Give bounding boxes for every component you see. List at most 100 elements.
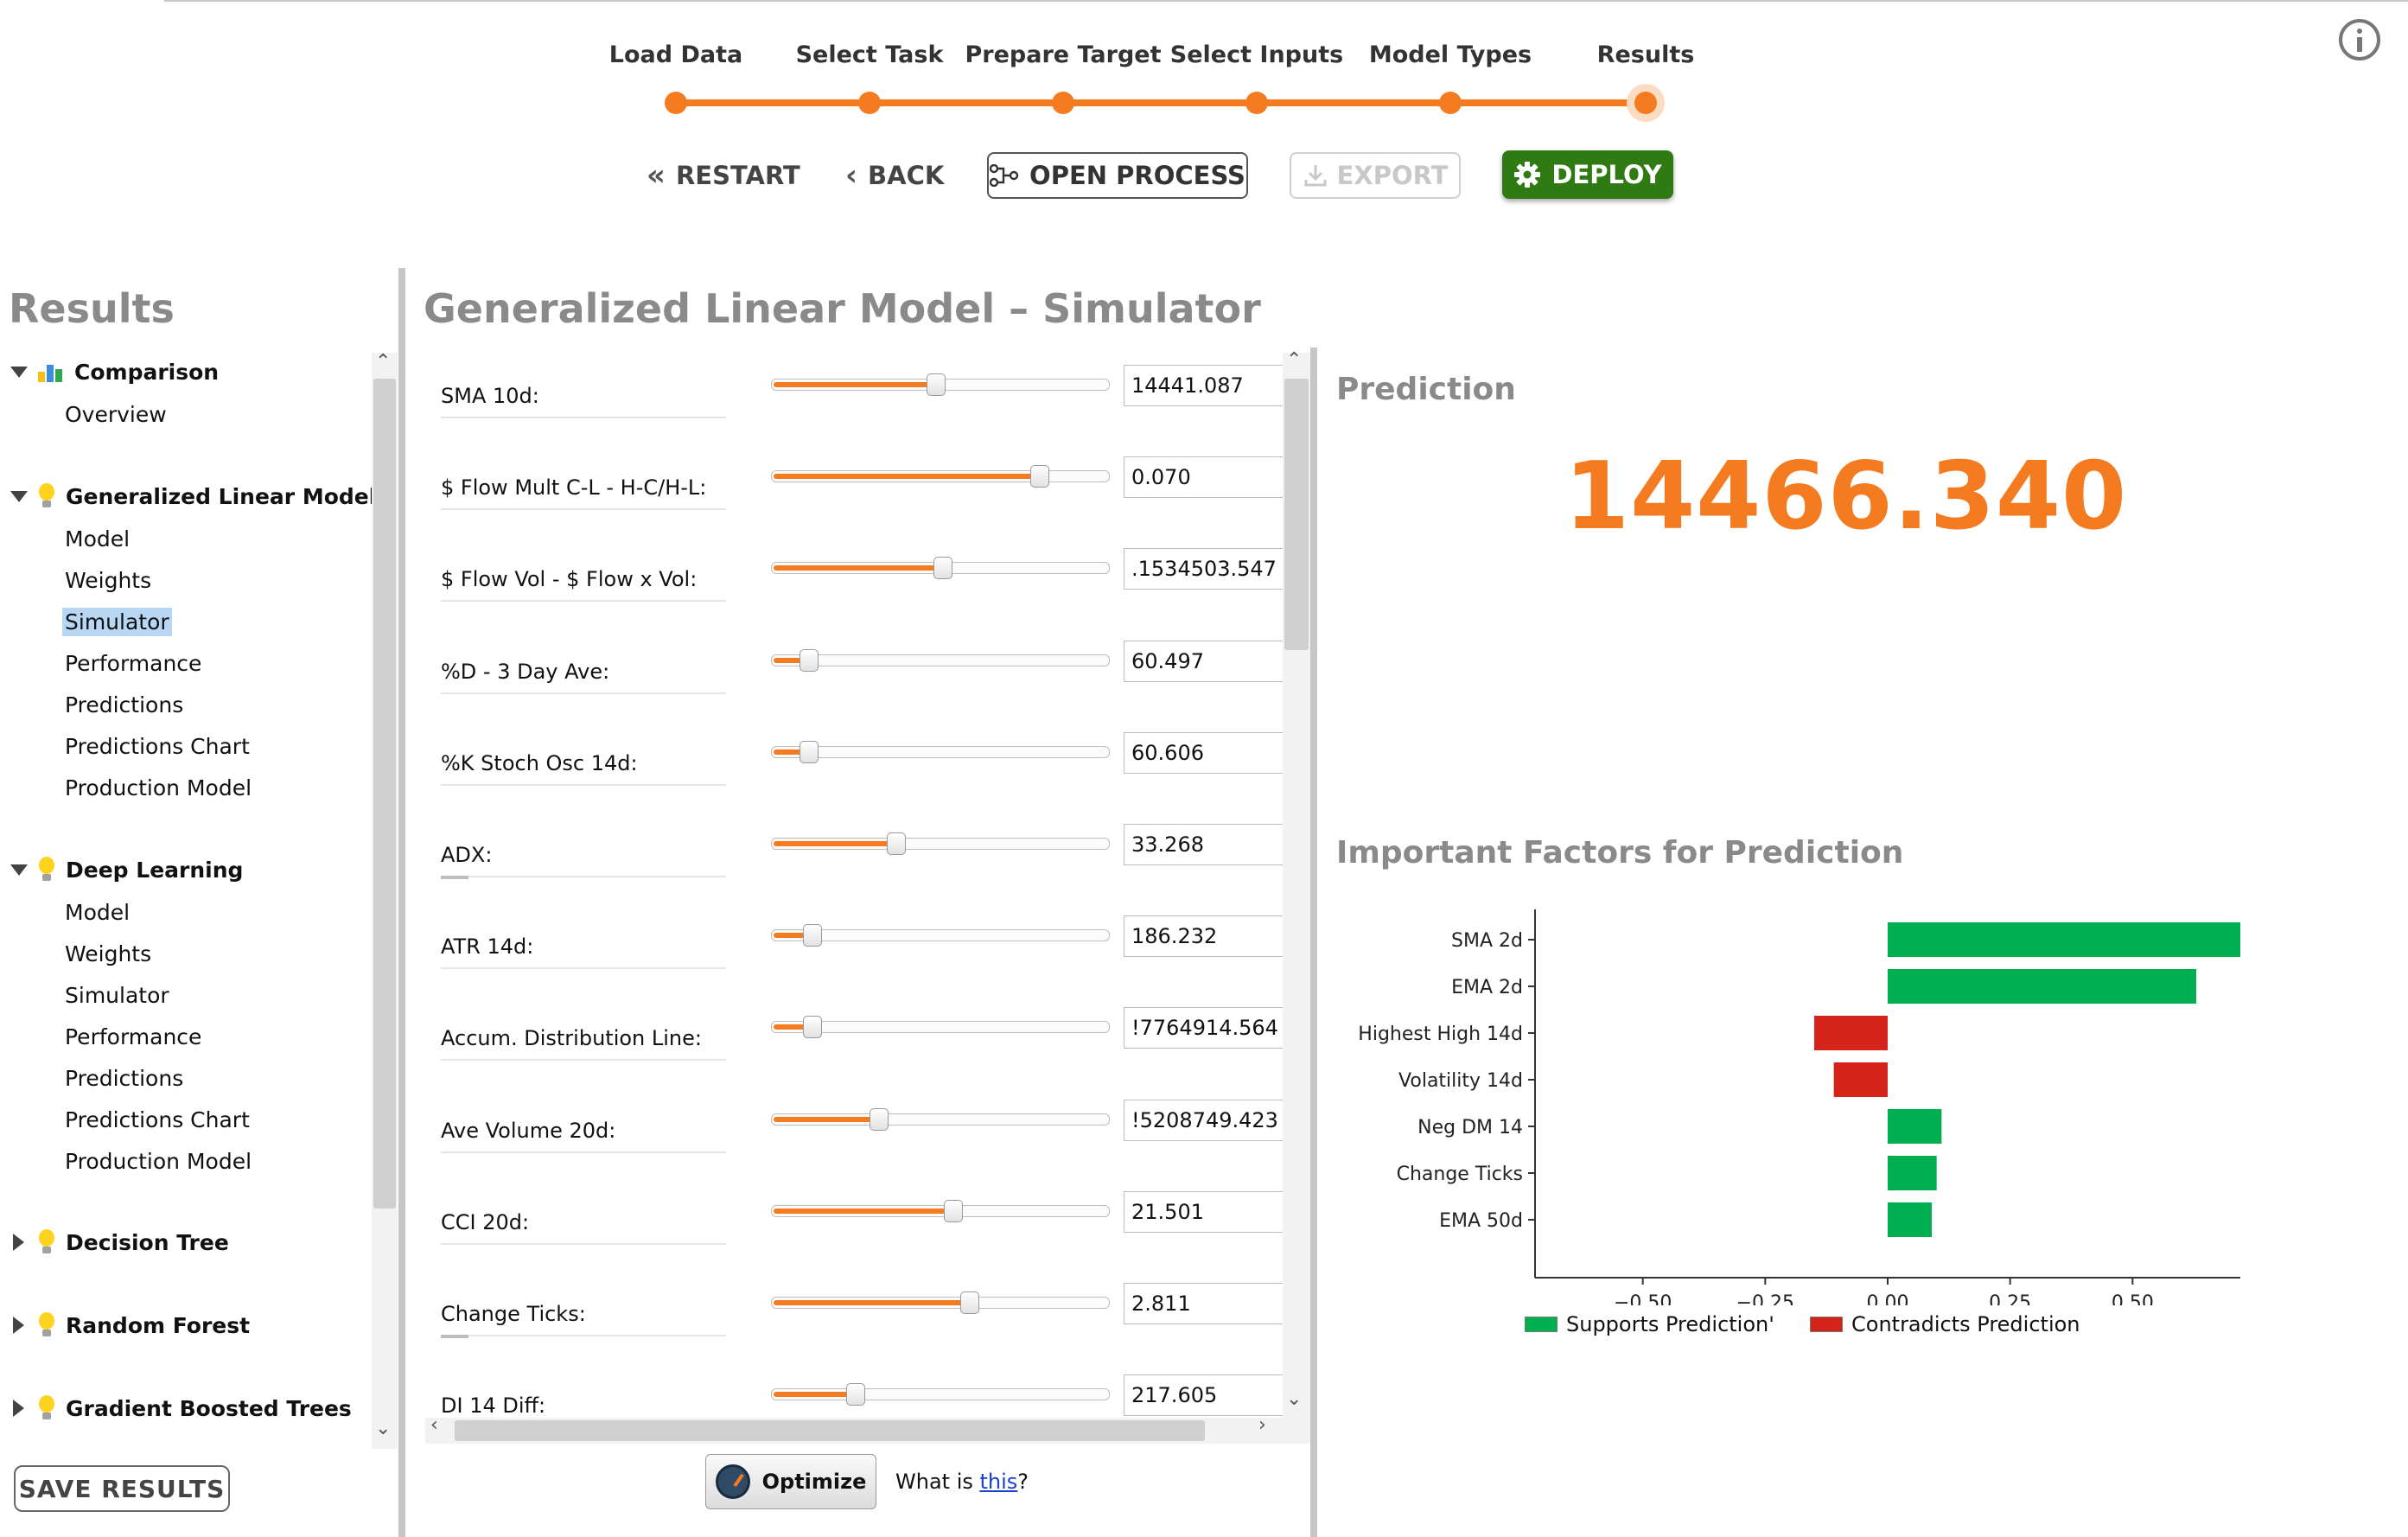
info-icon[interactable] — [2339, 19, 2380, 61]
step-prepare-target-label[interactable]: Prepare Target — [965, 41, 1162, 68]
simulator-hscrollbar-thumb[interactable] — [455, 1420, 1205, 1441]
attribute-slider-accum-distribution-line[interactable] — [771, 1016, 1110, 1038]
step-prepare-target-dot[interactable] — [1052, 92, 1074, 114]
sidebar-scrollbar-thumb[interactable] — [373, 379, 396, 1209]
attribute-slider-atr-14d[interactable] — [771, 924, 1110, 947]
step-select-task-dot[interactable] — [858, 92, 881, 114]
sidebar-divider[interactable] — [398, 268, 405, 1537]
step-load-data-label[interactable]: Load Data — [608, 41, 743, 68]
step-model-types-dot[interactable] — [1439, 92, 1462, 114]
expand-arrow-icon[interactable] — [10, 864, 28, 876]
scroll-right-icon[interactable]: › — [1258, 1414, 1266, 1436]
tree-item-dl-predictions-chart[interactable]: Predictions Chart — [65, 1107, 250, 1132]
step-model-types-label[interactable]: Model Types — [1368, 41, 1532, 68]
attribute-value-field-adx[interactable]: 33.268 — [1124, 824, 1284, 865]
slider-thumb[interactable] — [870, 1108, 889, 1131]
attribute-slider-change-ticks[interactable] — [771, 1291, 1110, 1314]
attribute-slider-flow-mult-c-l-h-c-h-l[interactable] — [771, 465, 1110, 488]
restart-button[interactable]: « RESTART — [647, 152, 800, 199]
back-button[interactable]: ‹ BACK — [845, 152, 944, 199]
step-select-inputs-label[interactable]: Select Inputs — [1169, 41, 1344, 68]
attribute-underline — [441, 1059, 726, 1061]
attribute-slider-flow-vol-flow-x-vol[interactable] — [771, 557, 1110, 579]
optimize-button[interactable]: Optimize — [705, 1454, 876, 1509]
slider-thumb[interactable] — [960, 1291, 979, 1314]
tree-item-glm-predictions[interactable]: Predictions — [65, 692, 184, 717]
attribute-slider-k-stoch-osc-14d[interactable] — [771, 741, 1110, 763]
attribute-slider-cci-20d[interactable] — [771, 1200, 1110, 1222]
tree-group-comparison[interactable]: Comparison — [10, 360, 219, 385]
expand-arrow-icon[interactable] — [10, 367, 28, 378]
step-select-inputs-dot[interactable] — [1245, 92, 1268, 114]
tree-item-overview[interactable]: Overview — [65, 402, 167, 427]
attribute-value-field-flow-vol-flow-x-vol[interactable]: .1534503.547 — [1124, 548, 1284, 590]
slider-thumb[interactable] — [846, 1383, 865, 1406]
collapse-arrow-icon[interactable] — [13, 1317, 24, 1334]
scroll-down-icon[interactable]: ⌄ — [375, 1418, 392, 1439]
step-results-dot[interactable] — [1627, 84, 1665, 122]
slider-thumb[interactable] — [887, 832, 906, 855]
attribute-value-field-sma-10d[interactable]: 14441.087 — [1124, 365, 1284, 406]
attribute-value-field-flow-mult-c-l-h-c-h-l[interactable]: 0.070 — [1124, 456, 1284, 498]
save-results-button[interactable]: SAVE RESULTS — [14, 1465, 230, 1512]
scroll-left-icon[interactable]: ‹ — [430, 1414, 438, 1436]
tree-item-glm-production-model[interactable]: Production Model — [65, 775, 252, 800]
tree-group-random-forest[interactable]: Random Forest — [10, 1312, 250, 1338]
tree-group-gradient-boosted-trees[interactable]: Gradient Boosted Trees — [10, 1395, 352, 1421]
attribute-slider-d-3-day-ave[interactable] — [771, 649, 1110, 672]
attribute-slider-ave-volume-20d[interactable] — [771, 1108, 1110, 1131]
step-results-label[interactable]: Results — [1596, 41, 1695, 68]
tree-item-glm-weights[interactable]: Weights — [65, 568, 152, 593]
export-button[interactable]: EXPORT — [1290, 152, 1461, 199]
scroll-up-icon[interactable]: ⌃ — [1286, 349, 1303, 371]
scroll-up-icon[interactable]: ⌃ — [375, 351, 392, 373]
attribute-label-adx: ADX: — [441, 843, 493, 867]
attribute-slider-adx[interactable] — [771, 832, 1110, 855]
slider-thumb[interactable] — [1030, 465, 1049, 488]
tree-item-glm-performance[interactable]: Performance — [65, 651, 202, 676]
slider-thumb[interactable] — [803, 924, 822, 947]
step-select-task-label[interactable]: Select Task — [795, 41, 944, 68]
attribute-slider-di-14-diff[interactable] — [771, 1383, 1110, 1406]
tree-item-dl-performance[interactable]: Performance — [65, 1024, 202, 1049]
factors-chart: SMA 2d EMA 2d Highest High 14d Volatility 1… — [1358, 909, 2240, 1305]
tree-item-dl-weights[interactable]: Weights — [65, 941, 152, 966]
attribute-value-field-change-ticks[interactable]: 2.811 — [1124, 1283, 1284, 1324]
attribute-value-field-atr-14d[interactable]: 186.232 — [1124, 915, 1284, 957]
tree-group-glm[interactable]: Generalized Linear Model — [10, 483, 376, 509]
slider-thumb[interactable] — [944, 1200, 963, 1222]
tree-group-deep-learning[interactable]: Deep Learning — [10, 857, 243, 883]
slider-thumb[interactable] — [927, 373, 946, 396]
collapse-arrow-icon[interactable] — [13, 1234, 24, 1251]
attribute-value-field-k-stoch-osc-14d[interactable]: 60.606 — [1124, 732, 1284, 774]
attribute-value-field-cci-20d[interactable]: 21.501 — [1124, 1191, 1284, 1233]
simulator-divider[interactable] — [1310, 348, 1317, 1537]
attribute-value-field-d-3-day-ave[interactable]: 60.497 — [1124, 641, 1284, 682]
tree-item-glm-predictions-chart[interactable]: Predictions Chart — [65, 734, 250, 759]
deploy-button[interactable]: DEPLOY — [1502, 150, 1673, 199]
simulator-scrollbar-thumb[interactable] — [1284, 379, 1309, 650]
attribute-value-field-di-14-diff[interactable]: 217.605 — [1124, 1374, 1284, 1416]
step-load-data-dot[interactable] — [665, 92, 687, 114]
slider-thumb[interactable] — [933, 557, 952, 579]
tree-item-glm-simulator[interactable]: Simulator — [62, 608, 172, 636]
collapse-arrow-icon[interactable] — [13, 1400, 24, 1417]
attribute-slider-sma-10d[interactable] — [771, 373, 1110, 396]
tree-item-dl-predictions[interactable]: Predictions — [65, 1066, 184, 1091]
slider-thumb[interactable] — [799, 741, 819, 763]
factor-label: SMA 2d — [1451, 930, 1523, 952]
factor-label: EMA 2d — [1451, 977, 1523, 998]
scroll-down-icon[interactable]: ⌄ — [1286, 1388, 1303, 1410]
tree-item-dl-production-model[interactable]: Production Model — [65, 1149, 252, 1174]
attribute-value-field-accum-distribution-line[interactable]: !7764914.564 — [1124, 1007, 1284, 1049]
slider-thumb[interactable] — [803, 1016, 822, 1038]
attribute-value-field-ave-volume-20d[interactable]: !5208749.423 — [1124, 1100, 1284, 1141]
tree-item-dl-model[interactable]: Model — [65, 900, 131, 925]
tree-item-glm-model[interactable]: Model — [65, 526, 131, 552]
what-is-this-link[interactable]: this — [979, 1470, 1018, 1494]
open-process-button[interactable]: OPEN PROCESS — [987, 152, 1248, 199]
tree-group-decision-tree[interactable]: Decision Tree — [10, 1229, 229, 1255]
tree-item-dl-simulator[interactable]: Simulator — [65, 983, 169, 1008]
slider-thumb[interactable] — [799, 649, 819, 672]
expand-arrow-icon[interactable] — [10, 490, 28, 502]
